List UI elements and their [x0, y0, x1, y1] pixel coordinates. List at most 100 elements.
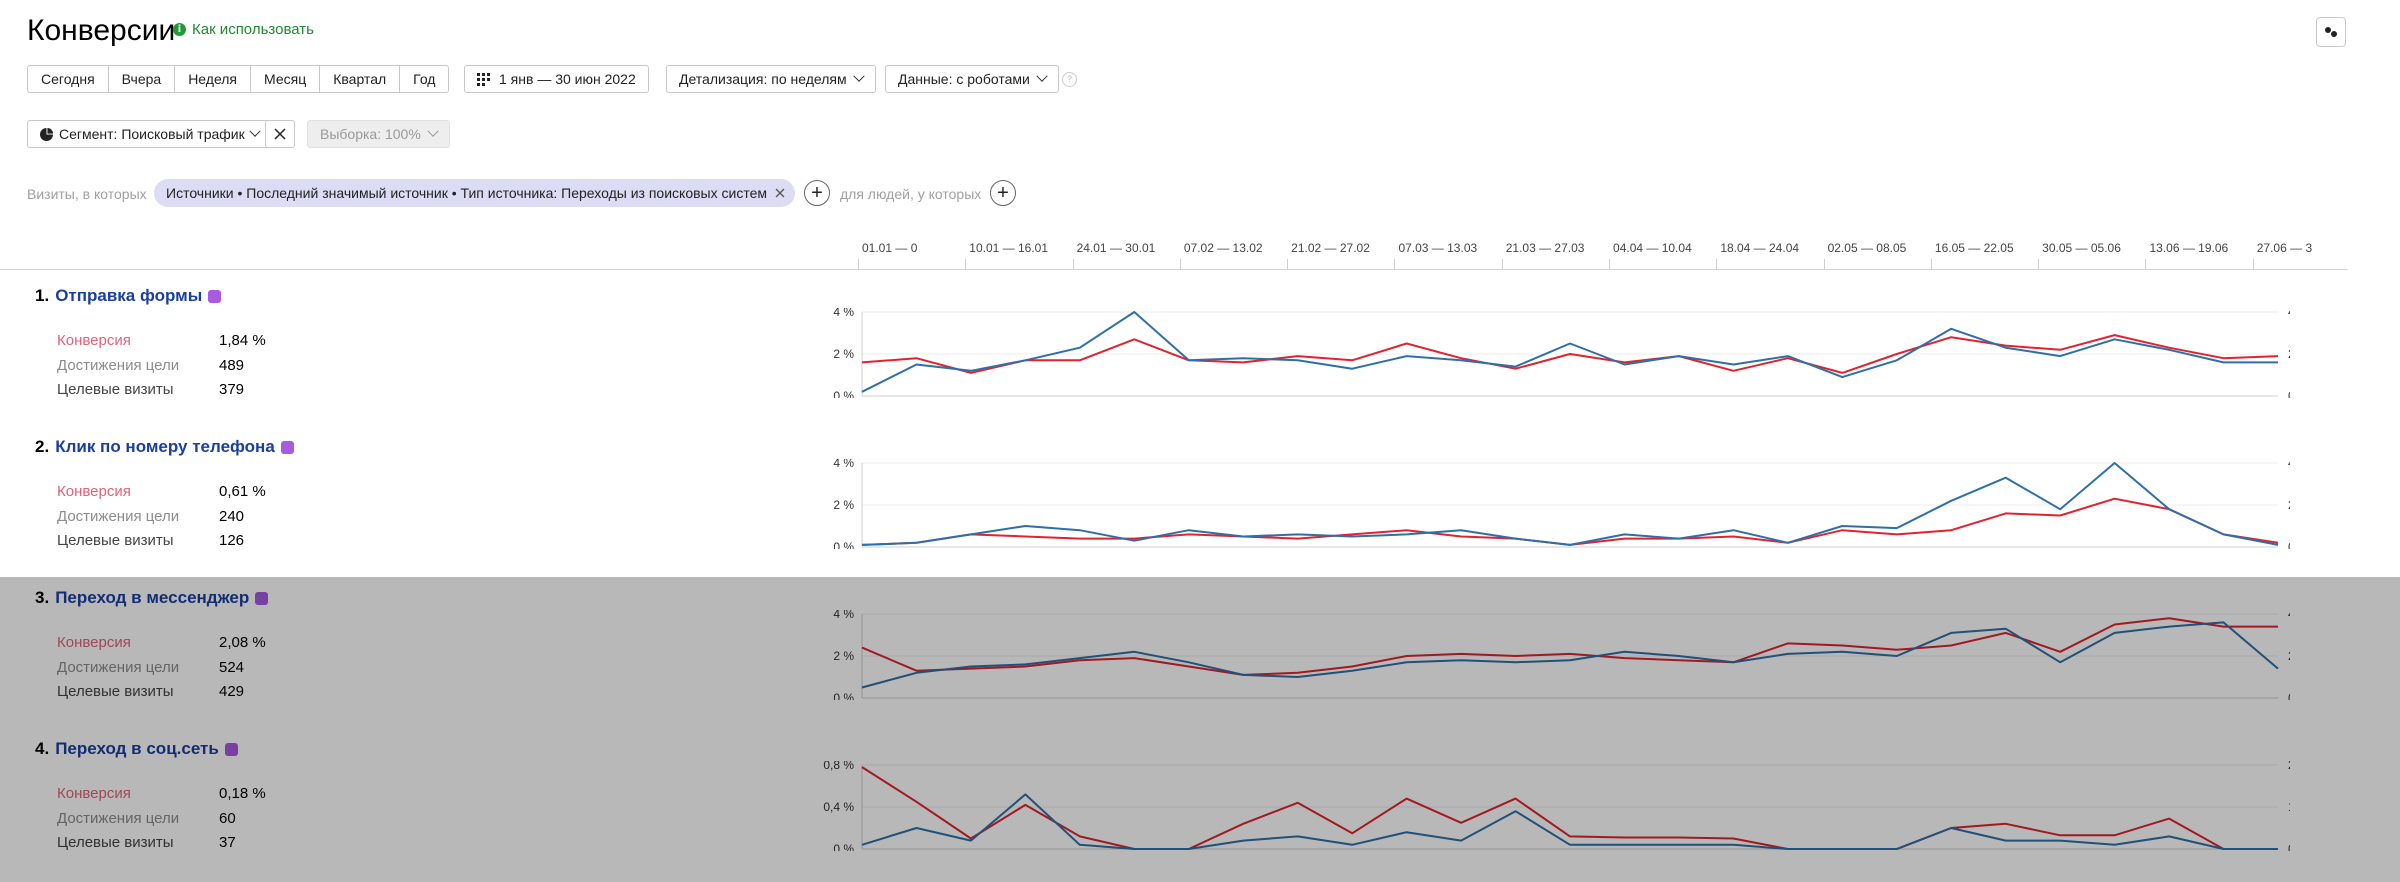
data-label: Данные: с роботами — [898, 71, 1030, 87]
right-tick-label: 20 — [2288, 498, 2290, 512]
detail-select[interactable]: Детализация: по неделям — [666, 65, 876, 93]
goal-title-link[interactable]: 2. Клик по номеру телефона — [35, 437, 294, 457]
segment-select[interactable]: Сегмент: Поисковый трафик — [27, 120, 272, 148]
right-tick-label: 0 — [2288, 540, 2290, 549]
period-today-button[interactable]: Сегодня — [28, 66, 109, 92]
conversion-value: 0,61 % — [219, 483, 266, 500]
achievements-label: Достижения цели — [57, 810, 180, 827]
visits-series-line — [861, 793, 2278, 850]
right-tick-label: 40 — [2288, 459, 2290, 470]
period-quarter-button[interactable]: Квартал — [320, 66, 401, 92]
add-visit-condition-button[interactable]: + — [804, 180, 830, 206]
help-link[interactable]: i Как использовать — [173, 21, 314, 38]
date-axis-tick — [1609, 259, 1611, 269]
phone-icon — [280, 440, 294, 454]
period-month-button[interactable]: Месяц — [251, 66, 321, 92]
goal-chart: 4 % 40 2 % 20 0 % 0 — [833, 308, 2290, 398]
visits-label: Целевые визиты — [57, 532, 174, 549]
achievements-label: Достижения цели — [57, 508, 180, 525]
date-axis-label: 21.03 — 27.03 — [1505, 241, 1585, 255]
visits-prefix: Визиты, в которых — [27, 186, 147, 202]
pie-icon — [40, 127, 53, 141]
date-axis-tick — [1287, 259, 1289, 269]
date-axis-label: 10.01 — 16.01 — [969, 241, 1049, 255]
date-axis-label: 02.05 — 08.05 — [1827, 241, 1907, 255]
date-axis-tick — [2038, 259, 2040, 269]
date-axis-tick — [1930, 259, 1932, 269]
goal-number: 2. — [35, 437, 50, 456]
visits-value: 126 — [219, 532, 245, 549]
goal-chart: 4 % 40 2 % 20 0 % 0 — [833, 610, 2290, 700]
close-icon[interactable] — [775, 188, 785, 198]
goal-name: Отправка формы — [55, 286, 203, 305]
date-range-label: 1 янв — 30 июн 2022 — [499, 71, 636, 87]
chevron-down-icon — [1036, 70, 1048, 82]
page-title: Конверсии — [27, 14, 176, 47]
date-axis-tick — [858, 259, 859, 269]
right-tick-label: 40 — [2288, 610, 2290, 621]
period-week-button[interactable]: Неделя — [175, 66, 252, 92]
achievements-label: Достижения цели — [57, 659, 180, 676]
conversion-series-line — [861, 617, 2278, 676]
info-icon: i — [173, 23, 186, 36]
goal-title-link[interactable]: 4. Переход в соц.сеть — [35, 739, 238, 759]
conversion-series-line — [861, 766, 2278, 850]
goal-title-link[interactable]: 1. Отправка формы — [35, 286, 222, 306]
conversion-value: 0,18 % — [219, 785, 266, 802]
left-tick-label: 0 % — [833, 389, 854, 398]
left-tick-label: 0,8 % — [823, 761, 854, 772]
visits-value: 379 — [219, 381, 245, 398]
visits-value: 429 — [219, 683, 245, 700]
achievements-value: 240 — [219, 508, 245, 525]
conversion-series-line — [861, 334, 2279, 374]
period-switcher: Сегодня Вчера Неделя Месяц Квартал Год — [27, 65, 450, 93]
sample-select[interactable]: Выборка: 100% — [307, 120, 450, 148]
toggle-view-button[interactable] — [2316, 17, 2346, 47]
date-axis-label: 07.02 — 13.02 — [1183, 241, 1263, 255]
date-axis-tick — [1823, 259, 1825, 269]
add-people-condition-button[interactable]: + — [990, 180, 1016, 206]
date-axis-label: 21.02 — 27.02 — [1291, 241, 1370, 255]
conversion-label: Конверсия — [57, 483, 131, 500]
chevron-down-icon — [427, 125, 439, 137]
date-axis-tick — [1501, 259, 1503, 269]
filter-chip[interactable]: Источники • Последний значимый источник … — [154, 179, 795, 207]
date-axis-label: 16.05 — 22.05 — [1934, 241, 2014, 255]
date-axis-label: 07.03 — 13.03 — [1398, 241, 1478, 255]
left-tick-label: 4 % — [833, 459, 854, 470]
date-axis-label: 18.04 — 24.04 — [1720, 241, 1800, 255]
conversion-label: Конверсия — [57, 332, 131, 349]
visits-value: 37 — [219, 834, 236, 851]
visits-series-line — [861, 621, 2279, 689]
right-tick-label: 0 — [2288, 389, 2290, 398]
date-axis-label: 04.04 — 10.04 — [1613, 241, 1692, 255]
goal-name: Клик по номеру телефона — [55, 437, 275, 456]
clear-segment-button[interactable] — [265, 120, 295, 148]
left-tick-label: 2 % — [833, 498, 854, 512]
date-axis-tick — [1179, 259, 1181, 269]
people-prefix: для людей, у которых — [840, 186, 982, 202]
sample-label: Выборка: 100% — [320, 126, 421, 142]
date-range-button[interactable]: 1 янв — 30 июн 2022 — [464, 65, 649, 93]
visits-label: Целевые визиты — [57, 834, 174, 851]
goal-title-link[interactable]: 3. Переход в мессенджер — [35, 588, 269, 608]
date-axis: 01.01 — 0 10.01 — 16.01 24.01 — 30.01 07.02… — [858, 233, 2312, 269]
date-axis-label: 27.06 — 3 — [2256, 241, 2313, 255]
right-tick-label: 0 — [2288, 691, 2290, 700]
goal-name: Переход в мессенджер — [55, 588, 250, 607]
left-tick-label: 0 % — [833, 540, 854, 549]
data-select[interactable]: Данные: с роботами — [885, 65, 1059, 93]
period-year-button[interactable]: Год — [413, 71, 436, 87]
chat-icon — [255, 591, 269, 605]
calendar-icon — [477, 73, 490, 86]
period-yesterday-button[interactable]: Вчера — [109, 66, 176, 92]
date-axis-label: 01.01 — 0 — [862, 241, 918, 255]
right-tick-label: 10 — [2288, 800, 2290, 814]
date-axis-tick — [1394, 259, 1396, 269]
conversion-value: 2,08 % — [219, 634, 266, 651]
right-tick-label: 20 — [2288, 347, 2290, 361]
left-tick-label: 2 % — [833, 649, 854, 663]
help-icon[interactable]: ? — [1062, 72, 1077, 87]
date-axis-tick — [965, 259, 967, 269]
left-tick-label: 0 % — [833, 691, 854, 700]
